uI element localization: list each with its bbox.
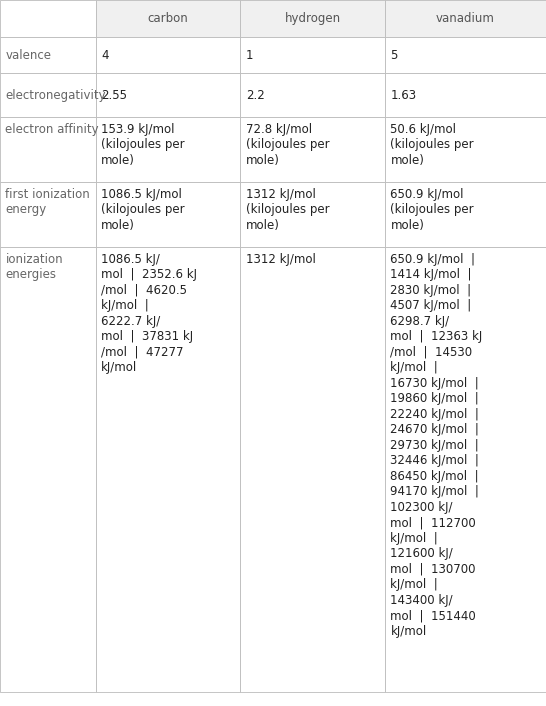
Bar <box>385 37 546 73</box>
Text: 2.55: 2.55 <box>101 89 127 102</box>
Text: 650.9 kJ/mol
(kilojoules per
mole): 650.9 kJ/mol (kilojoules per mole) <box>390 188 474 232</box>
Bar <box>96 247 240 692</box>
Bar <box>240 247 385 692</box>
Text: 1: 1 <box>246 49 253 61</box>
Text: 650.9 kJ/mol  |
1414 kJ/mol  |
2830 kJ/mol  |
4507 kJ/mol  |
6298.7 kJ/
mol  |  : 650.9 kJ/mol | 1414 kJ/mol | 2830 kJ/mol… <box>390 253 483 638</box>
Bar <box>240 182 385 247</box>
Text: 50.6 kJ/mol
(kilojoules per
mole): 50.6 kJ/mol (kilojoules per mole) <box>390 123 474 167</box>
Bar <box>96 73 240 117</box>
Bar <box>240 37 385 73</box>
Bar <box>0 247 96 692</box>
Bar <box>0 37 96 73</box>
Text: 72.8 kJ/mol
(kilojoules per
mole): 72.8 kJ/mol (kilojoules per mole) <box>246 123 329 167</box>
Bar <box>385 182 546 247</box>
Text: 2.2: 2.2 <box>246 89 264 102</box>
Bar <box>385 0 546 37</box>
Bar <box>96 182 240 247</box>
Bar <box>240 73 385 117</box>
Text: ionization
energies: ionization energies <box>5 253 63 281</box>
Text: carbon: carbon <box>147 12 188 25</box>
Bar <box>385 73 546 117</box>
Text: 4: 4 <box>101 49 109 61</box>
Bar <box>240 0 385 37</box>
Text: electron affinity: electron affinity <box>5 123 99 136</box>
Bar <box>0 0 96 37</box>
Text: hydrogen: hydrogen <box>284 12 341 25</box>
Bar <box>0 73 96 117</box>
Bar <box>96 117 240 182</box>
Text: 1312 kJ/mol
(kilojoules per
mole): 1312 kJ/mol (kilojoules per mole) <box>246 188 329 232</box>
Text: electronegativity: electronegativity <box>5 89 106 102</box>
Text: 1.63: 1.63 <box>390 89 417 102</box>
Text: 5: 5 <box>390 49 398 61</box>
Bar <box>0 117 96 182</box>
Text: 1086.5 kJ/
mol  |  2352.6 kJ
/mol  |  4620.5
kJ/mol  |
6222.7 kJ/
mol  |  37831 : 1086.5 kJ/ mol | 2352.6 kJ /mol | 4620.5… <box>101 253 197 374</box>
Text: first ionization
energy: first ionization energy <box>5 188 90 216</box>
Bar <box>385 117 546 182</box>
Bar <box>0 182 96 247</box>
Text: vanadium: vanadium <box>436 12 495 25</box>
Text: 1312 kJ/mol: 1312 kJ/mol <box>246 253 316 265</box>
Bar <box>96 0 240 37</box>
Bar <box>96 37 240 73</box>
Text: 153.9 kJ/mol
(kilojoules per
mole): 153.9 kJ/mol (kilojoules per mole) <box>101 123 185 167</box>
Bar <box>240 117 385 182</box>
Text: 1086.5 kJ/mol
(kilojoules per
mole): 1086.5 kJ/mol (kilojoules per mole) <box>101 188 185 232</box>
Bar <box>385 247 546 692</box>
Text: valence: valence <box>5 49 51 61</box>
